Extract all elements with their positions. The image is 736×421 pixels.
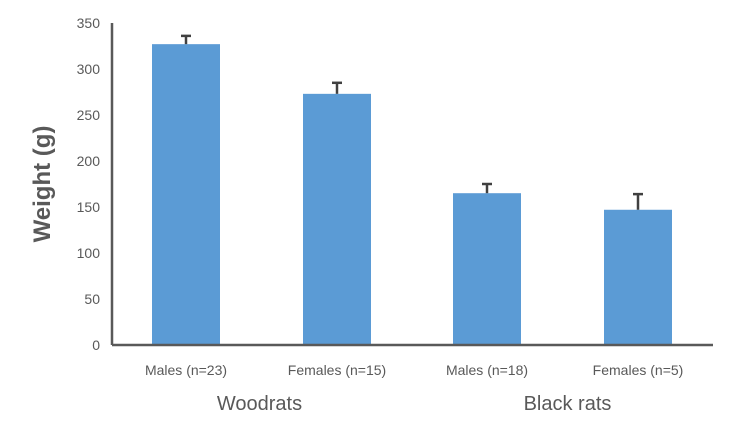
x-tick-label: Females (n=15)	[288, 362, 386, 378]
y-tick-label: 0	[92, 337, 100, 353]
y-axis: 0 50 100 150 200 250 300 350	[77, 15, 114, 353]
y-tick-label: 100	[77, 245, 101, 261]
x-axis: Males (n=23) Females (n=15) Males (n=18) Fe…	[112, 343, 713, 415]
x-tick-label: Males (n=23)	[145, 362, 227, 378]
y-tick-label: 250	[77, 107, 101, 123]
y-tick-label: 300	[77, 61, 101, 77]
y-tick-label: 200	[77, 153, 101, 169]
bars	[152, 34, 672, 345]
y-axis-label: Weight (g)	[29, 126, 56, 243]
bar	[303, 93, 371, 345]
y-tick-label: 50	[84, 291, 100, 307]
x-tick-label: Females (n=5)	[593, 362, 684, 378]
y-tick-label: 350	[77, 15, 101, 31]
bar	[152, 44, 220, 345]
bar	[453, 193, 521, 345]
y-tick-label: 150	[77, 199, 101, 215]
group-label: Woodrats	[217, 393, 302, 415]
bar	[604, 209, 672, 345]
group-label: Black rats	[524, 393, 612, 415]
x-tick-label: Males (n=18)	[446, 362, 528, 378]
